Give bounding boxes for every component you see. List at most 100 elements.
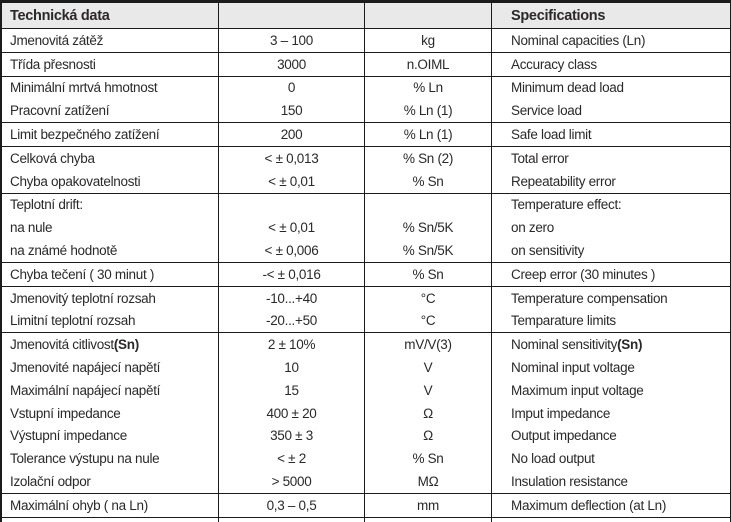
unit-cell: % Sn (2) — [365, 146, 492, 170]
table-row-group: Jmenovitý teplotní rozsah -10...+40 °C T… — [2, 286, 730, 334]
unit-cell — [365, 193, 492, 217]
czech-label: Limitní teplotní rozsah — [10, 313, 136, 329]
czech-label-cell: Minimální mrtvá hmotnost — [2, 76, 219, 100]
value-text: 350 ± 3 — [270, 428, 313, 444]
table-row: Teplotní drift: Temperature effect: — [2, 193, 730, 217]
czech-label-cell: Jmenovitý teplotní rozsah — [2, 286, 219, 310]
unit-cell: kg — [365, 29, 492, 52]
value-text: -10...+40 — [266, 290, 317, 306]
czech-label: Chyba tečení ( 30 minut ) — [10, 266, 155, 282]
unit-text: n.OIML — [406, 56, 450, 72]
english-label: Temperature effect: — [511, 197, 622, 213]
value-text: 0,3 – 0,5 — [266, 497, 317, 513]
english-label-cell: Maximum input voltage — [492, 379, 730, 402]
czech-label-cell: Jmenovité napájecí napětí — [2, 356, 219, 379]
english-label-cell: Accuracy class — [492, 53, 730, 76]
czech-label: Pracovní zatížení — [10, 103, 110, 119]
value-text: -20...+50 — [266, 313, 317, 329]
value-text: 3 – 100 — [270, 32, 313, 48]
value-cell: -20...+50 — [219, 309, 365, 333]
unit-cell: % Ln — [365, 76, 492, 100]
value-cell: 0,3 – 0,5 — [219, 493, 365, 517]
czech-label: Jmenovité napájecí napětí — [10, 360, 161, 376]
unit-text: mm — [417, 497, 439, 513]
value-text: 0 — [287, 80, 296, 96]
value-text: < ± 0,013 — [264, 150, 319, 166]
czech-label-cell: Vstupní impedance — [2, 401, 219, 425]
unit-cell: °C — [365, 309, 492, 333]
unit-text: % Sn/5K — [402, 220, 454, 236]
czech-label: Celková chyba — [10, 150, 95, 166]
table-row-group: Jmenovitá citlivost (Sn) 2 ± 10% mV/V(3)… — [2, 333, 730, 494]
unit-cell: MΩ — [365, 470, 492, 493]
czech-label-cell: Chyba opakovatelnosti — [2, 169, 219, 193]
czech-label-cell: Jmenovitá citlivost (Sn) — [2, 333, 219, 357]
english-label: Output impedance — [511, 428, 617, 444]
table-row-group: Jmenovitá zátěž 3 – 100 kg Nominal capac… — [2, 29, 730, 53]
table-body: Jmenovitá zátěž 3 – 100 kg Nominal capac… — [2, 29, 730, 518]
value-cell: 15 — [219, 378, 365, 402]
table-row: Chyba opakovatelnosti < ± 0,01 % Sn Repe… — [2, 169, 730, 193]
value-text: < ± 0,01 — [268, 220, 315, 236]
table-row-group: Teplotní drift: Temperature effect: na n… — [2, 193, 730, 263]
english-label: Nominal input voltage — [511, 360, 635, 376]
english-label: Temparature limits — [511, 313, 616, 329]
header-czech-title: Technická data — [10, 7, 110, 24]
czech-label: Teplotní drift: — [10, 197, 83, 213]
table-row-group: Minimální mrtvá hmotnost 0 % Ln Minimum … — [2, 76, 730, 124]
header-czech-cell: Technická data — [2, 3, 219, 28]
table-row-group: Celková chyba < ± 0,013 % Sn (2) Total e… — [2, 146, 730, 194]
value-cell: < ± 0,013 — [219, 146, 365, 170]
english-label-cell: Temparature limits — [492, 310, 730, 333]
unit-cell: % Ln (1) — [365, 99, 492, 123]
english-label: Nominal capacities (Ln) — [511, 32, 646, 48]
english-label-cell: Creep error (30 minutes ) — [492, 263, 730, 286]
value-cell — [219, 193, 365, 217]
value-text: 150 — [280, 103, 303, 119]
czech-label-cell: na známé hodnotě — [2, 239, 219, 262]
value-text: > 5000 — [271, 474, 312, 490]
value-cell: 2 ± 10% — [219, 333, 365, 357]
czech-label: Minimální mrtvá hmotnost — [10, 80, 158, 96]
table-row: Limitní teplotní rozsah -20...+50 °C Tem… — [2, 309, 730, 333]
value-cell: 350 ± 3 — [219, 424, 365, 448]
english-label-cell: Safe load limit — [492, 123, 730, 146]
unit-text: kg — [421, 32, 435, 48]
unit-text: °C — [420, 313, 436, 329]
value-cell: 200 — [219, 123, 365, 146]
english-label-cell: Nominal capacities (Ln) — [492, 29, 730, 52]
unit-text: % Ln (1) — [403, 127, 453, 143]
english-label: Insulation resistance — [511, 474, 628, 490]
czech-label: Chyba opakovatelnosti — [10, 173, 141, 189]
unit-cell: mm — [365, 493, 492, 517]
czech-label-cell: Výstupní impedance — [2, 424, 219, 448]
czech-label-cell: Maximální ohyb ( na Ln) — [2, 493, 219, 517]
english-label: Creep error (30 minutes ) — [511, 266, 656, 282]
czech-label-cell: Teplotní drift: — [2, 193, 219, 217]
table-row: Chyba tečení ( 30 minut ) -< ± 0,016 % S… — [2, 262, 730, 286]
czech-label-cell: Chyba tečení ( 30 minut ) — [2, 262, 219, 286]
value-text: < ± 0,006 — [264, 243, 319, 259]
english-label-cell: Maximum deflection (at Ln) — [492, 494, 730, 517]
value-text: 200 — [280, 127, 303, 143]
table-row: Jmenovitá citlivost (Sn) 2 ± 10% mV/V(3)… — [2, 333, 730, 357]
english-label: Minimum dead load — [511, 80, 624, 96]
table-row: Maximální napájecí napětí 15 V Maximum i… — [2, 378, 730, 402]
english-label-cell: on sensitivity — [492, 239, 730, 262]
unit-text: % Sn — [412, 266, 444, 282]
unit-text: % Sn — [412, 173, 444, 189]
english-label-cell: Nominal input voltage — [492, 356, 730, 379]
czech-label: Výstupní impedance — [10, 428, 127, 444]
value-text: -< ± 0,016 — [262, 266, 321, 282]
unit-text: % Ln (1) — [403, 103, 453, 119]
english-label-cell: Total error — [492, 147, 730, 170]
czech-label: na známé hodnotě — [10, 243, 118, 259]
czech-label-cell: Izolační odpor — [2, 470, 219, 493]
czech-label: Jmenovitá zátěž — [10, 32, 104, 48]
unit-cell: % Ln (1) — [365, 123, 492, 146]
value-cell: 0 — [219, 76, 365, 100]
english-label-bold-part: (Sn) — [617, 337, 643, 353]
czech-label: Izolační odpor — [10, 474, 91, 490]
unit-cell: % Sn — [365, 169, 492, 193]
unit-cell: °C — [365, 286, 492, 310]
